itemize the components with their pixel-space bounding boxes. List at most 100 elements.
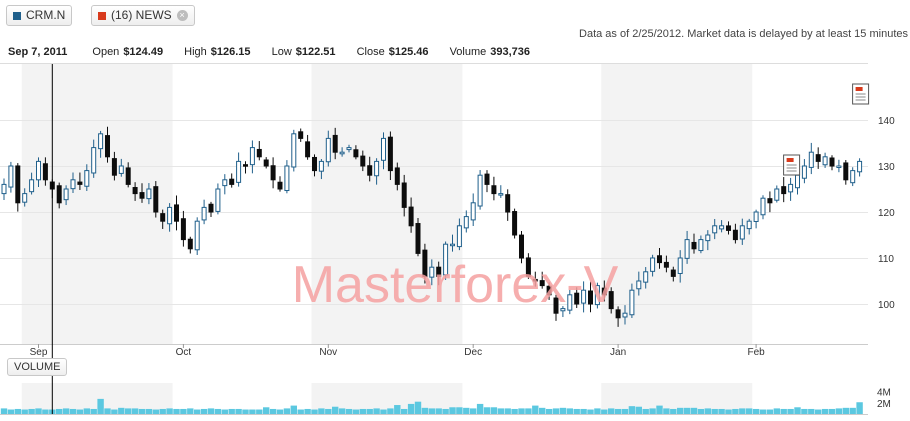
candle-body bbox=[822, 156, 828, 166]
volume-bar bbox=[97, 398, 104, 414]
candle bbox=[401, 174, 407, 217]
candle-body bbox=[567, 294, 573, 311]
candle-body bbox=[208, 203, 214, 213]
candle-body bbox=[657, 255, 662, 264]
volume-bar bbox=[766, 409, 774, 414]
y-tick-label: 140 bbox=[878, 116, 895, 127]
candle-body bbox=[684, 239, 690, 259]
volume-bar bbox=[311, 409, 318, 414]
tab-news[interactable]: (16) NEWS × bbox=[91, 5, 195, 26]
candle-body bbox=[277, 181, 283, 190]
month-shade-volume bbox=[601, 383, 753, 414]
volume-bar bbox=[490, 407, 498, 414]
candle bbox=[284, 160, 290, 194]
volume-bar bbox=[752, 408, 760, 414]
candle-body bbox=[153, 186, 159, 213]
candle bbox=[353, 145, 359, 160]
candle-body bbox=[1, 183, 7, 195]
volume-bar bbox=[463, 407, 470, 414]
candle-body bbox=[788, 183, 794, 193]
volume-bar bbox=[297, 409, 304, 414]
candle-body bbox=[318, 160, 324, 172]
volume-bar bbox=[608, 408, 615, 414]
volume-bar bbox=[835, 408, 843, 414]
candle bbox=[608, 287, 614, 314]
x-tick-label: Dec bbox=[464, 347, 482, 358]
y-tick-label: 130 bbox=[878, 162, 895, 173]
candle bbox=[746, 218, 752, 235]
candle bbox=[1, 178, 7, 201]
candle-body bbox=[394, 167, 400, 185]
volume-tick-label: 4M bbox=[877, 388, 891, 399]
candle bbox=[767, 191, 773, 213]
candle-body bbox=[843, 162, 849, 181]
volume-bar bbox=[697, 408, 705, 414]
tab-symbol[interactable]: CRM.N bbox=[6, 5, 73, 26]
volume-label: Volume bbox=[449, 46, 487, 58]
candle-body bbox=[470, 202, 476, 221]
volume-bar bbox=[180, 408, 187, 414]
candle-body bbox=[346, 147, 352, 151]
month-shade bbox=[601, 64, 753, 344]
volume-bar bbox=[263, 407, 270, 414]
candle bbox=[463, 210, 469, 233]
candle-body bbox=[56, 185, 62, 204]
volume-bar bbox=[483, 407, 491, 414]
candle-body bbox=[229, 178, 235, 185]
candle bbox=[291, 129, 297, 172]
candle bbox=[808, 142, 814, 175]
readout-date: Sep 7, 2011 bbox=[8, 46, 68, 58]
volume-bar bbox=[152, 409, 159, 414]
candle bbox=[691, 233, 697, 254]
volume-bar bbox=[649, 408, 656, 414]
candle bbox=[774, 185, 780, 203]
ohlc-readout: Sep 7, 2011 Open $124.49 High $126.15 Low $… bbox=[8, 46, 548, 58]
candle-body bbox=[63, 188, 69, 201]
candle bbox=[663, 255, 669, 273]
candle bbox=[815, 147, 821, 169]
candle-body bbox=[98, 133, 104, 150]
volume-bar bbox=[559, 407, 567, 414]
volume-bar bbox=[642, 408, 649, 414]
candle-body bbox=[705, 234, 711, 242]
volume-bar bbox=[125, 408, 132, 414]
candle-body bbox=[415, 223, 421, 254]
candle bbox=[346, 144, 352, 153]
candle-body bbox=[622, 312, 628, 318]
volume-bar bbox=[380, 409, 387, 414]
volume-bar bbox=[683, 407, 691, 414]
candle bbox=[360, 150, 366, 172]
volume-bar bbox=[725, 409, 732, 414]
candle bbox=[788, 177, 794, 201]
high-label: High bbox=[184, 46, 207, 58]
candle-body bbox=[215, 188, 221, 212]
candle-body bbox=[325, 137, 331, 163]
candle bbox=[236, 152, 242, 187]
candle-body bbox=[42, 163, 48, 181]
candle-body bbox=[857, 160, 863, 173]
candle bbox=[677, 250, 683, 283]
candle-body bbox=[581, 289, 587, 304]
candle bbox=[22, 188, 28, 207]
volume-bar bbox=[435, 408, 442, 414]
close-icon[interactable]: × bbox=[176, 10, 188, 21]
candle bbox=[318, 159, 324, 180]
candle bbox=[208, 201, 214, 217]
candle bbox=[146, 183, 152, 205]
tab-news-label: (16) NEWS bbox=[111, 8, 172, 22]
y-tick-label: 110 bbox=[878, 254, 894, 265]
volume-bar bbox=[283, 408, 291, 414]
candle-body bbox=[560, 308, 566, 312]
candle bbox=[588, 281, 593, 313]
candle bbox=[429, 259, 435, 286]
candle-body bbox=[367, 165, 373, 176]
candle-body bbox=[256, 148, 262, 158]
volume-bar bbox=[504, 408, 511, 414]
volume-bar bbox=[732, 408, 739, 414]
candle bbox=[422, 243, 428, 284]
volume-bar bbox=[677, 407, 684, 414]
candle bbox=[15, 163, 21, 212]
tab-symbol-label: CRM.N bbox=[26, 8, 66, 22]
candle-body bbox=[263, 159, 269, 167]
